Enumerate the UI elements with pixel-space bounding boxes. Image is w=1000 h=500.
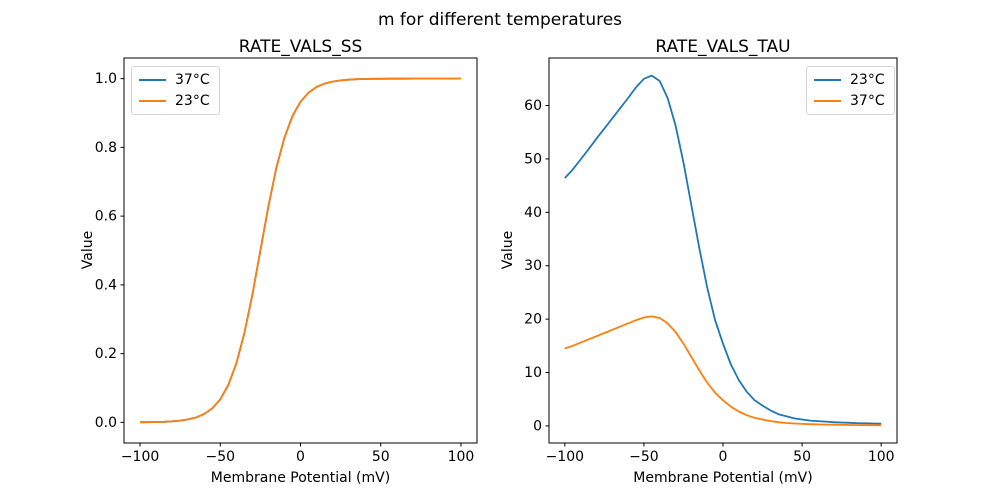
x-axis-label-ss: Membrane Potential (mV)	[210, 470, 391, 486]
legend-tau: 23°C 37°C	[806, 66, 895, 115]
figure-title: m for different temperatures	[377, 10, 623, 30]
x-tick-label: 50	[793, 449, 811, 465]
legend-entry: 37°C	[139, 72, 210, 88]
subplot-tau: −100 −50 0 50 100 0 10 20 30 40 50 60	[524, 57, 898, 465]
x-tick-label: −100	[546, 449, 584, 465]
y-axis-label-tau: Value	[500, 230, 516, 270]
y-axis-label-ss: Value	[80, 230, 96, 270]
x-tick-label: 100	[448, 449, 475, 465]
x-tick-label: 0	[296, 449, 305, 465]
y-tick-label: 0	[533, 418, 542, 434]
axes-frame	[548, 57, 898, 444]
x-tick-label: −50	[629, 449, 659, 465]
series-line-37°C	[564, 315, 882, 427]
legend-label: 23°C	[175, 93, 210, 109]
x-tick-label: 100	[868, 449, 895, 465]
y-tick-label: 20	[524, 312, 542, 328]
series-line-37°C	[140, 77, 461, 424]
axes-frame	[123, 57, 478, 444]
legend-label: 23°C	[850, 72, 885, 88]
legend-line-sample	[814, 100, 841, 102]
y-tick-label: 40	[524, 205, 542, 221]
legend-line-sample	[139, 100, 166, 102]
legend-line-sample	[814, 79, 841, 81]
legend-entry: 23°C	[814, 72, 885, 88]
y-tick-label: 10	[524, 365, 542, 381]
legend-entry: 23°C	[139, 93, 210, 109]
y-tick-label: 1.0	[95, 71, 117, 87]
subplot-title-rate-vals-ss: RATE_VALS_SS	[238, 37, 363, 57]
y-tick-label: 0.6	[95, 209, 117, 225]
series-line-23°C	[564, 74, 882, 425]
x-tick-label: −50	[205, 449, 235, 465]
y-tick-label: 50	[524, 151, 542, 167]
legend-ss: 37°C 23°C	[131, 66, 220, 115]
legend-entry: 37°C	[814, 93, 885, 109]
x-tick-label: −100	[121, 449, 159, 465]
y-tick-label: 30	[524, 258, 542, 274]
y-tick-label: 0.2	[95, 346, 117, 362]
y-tick-label: 0.4	[95, 277, 117, 293]
y-tick-label: 60	[524, 98, 542, 114]
legend-label: 37°C	[850, 93, 885, 109]
x-axis-label-tau: Membrane Potential (mV)	[633, 470, 813, 486]
x-tick-label: 50	[372, 449, 390, 465]
subplot-ss: −100 −50 0 50 100 0.0 0.2 0.4 0.6 0.8 1.0	[95, 57, 478, 465]
legend-line-sample	[139, 79, 166, 81]
legend-label: 37°C	[175, 72, 210, 88]
subplot-title-rate-vals-tau: RATE_VALS_TAU	[655, 37, 791, 57]
series-line-23°C	[140, 77, 461, 424]
y-tick-label: 0.0	[95, 415, 117, 431]
x-tick-label: 0	[719, 449, 728, 465]
y-tick-label: 0.8	[95, 140, 117, 156]
